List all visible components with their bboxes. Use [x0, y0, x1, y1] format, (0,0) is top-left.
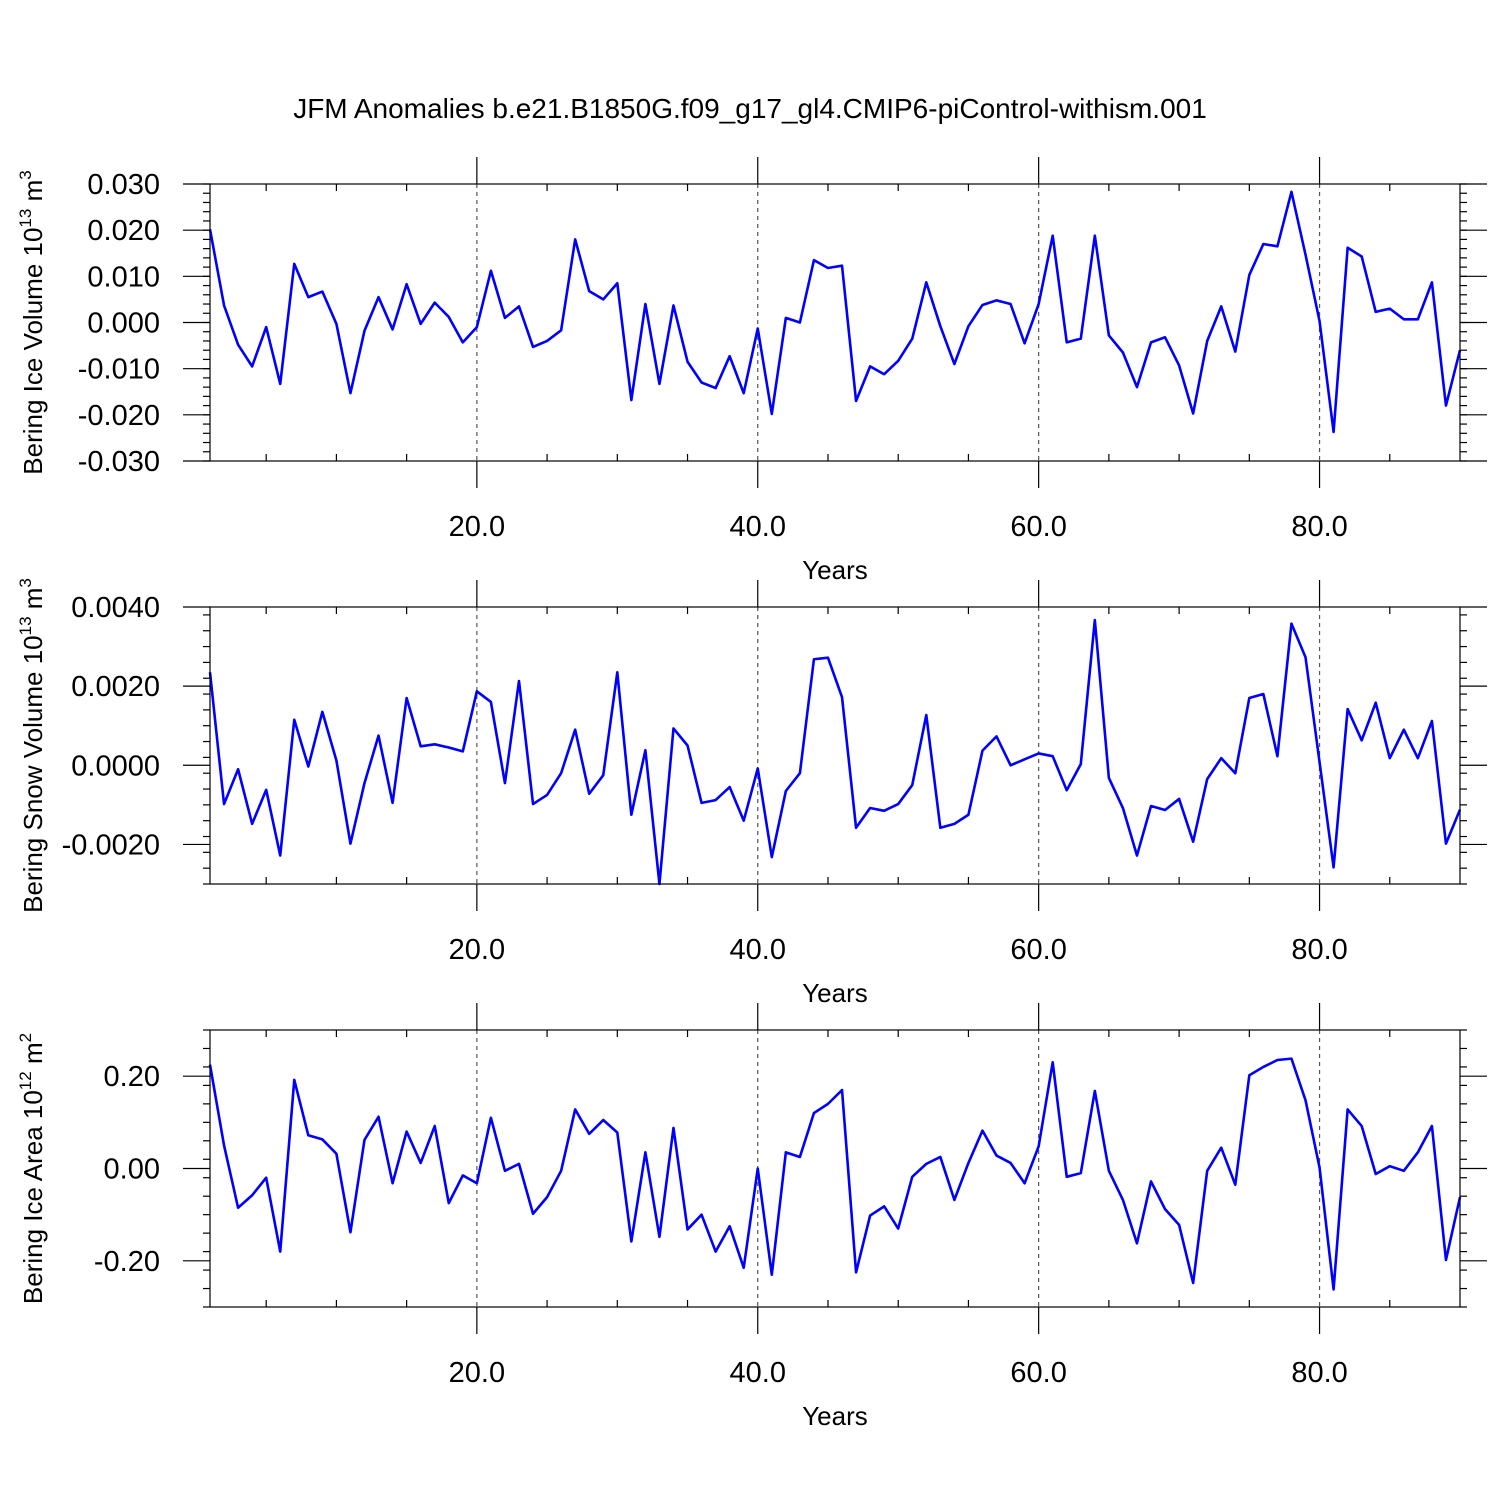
panel-1: 20.0 40.0 60.0 80.0 -0.030 -0.020 -0.010 0.000 0… [16, 157, 1487, 585]
y-axis-label-ylabel: Bering Ice Area 10 [18, 1090, 48, 1304]
x-tick-label: 80.0 [1291, 934, 1347, 966]
y-axis-label-ylabel-unit-sup: 2 [16, 1033, 35, 1042]
figure-title: JFM Anomalies b.e21.B1850G.f09_g17_gl4.C… [293, 93, 1207, 124]
x-tick-label: 40.0 [730, 1357, 786, 1389]
y-axis-label: Bering Ice Volume 1013 m3 [16, 170, 48, 474]
x-axis-label: Years [802, 978, 868, 1008]
y-axis-label: Bering Ice Area 1012 m2 [16, 1033, 48, 1304]
x-tick-label: 20.0 [449, 1357, 505, 1389]
panels: 20.0 40.0 60.0 80.0-0.030-0.020-0.0100.0000… [16, 157, 1487, 1431]
y-tick-label: 0.0040 [71, 592, 160, 624]
y-axis-label-ylabel: Bering Ice Volume 10 [18, 228, 48, 475]
x-tick-label: 80.0 [1291, 1357, 1347, 1389]
y-axis-label-ylabel-unit-sup: 3 [16, 578, 35, 587]
y-tick-label: 0.030 [87, 169, 160, 201]
y-axis-label: Bering Snow Volume 1013 m3 [16, 578, 48, 913]
y-tick-label: -0.010 [78, 354, 160, 386]
y-axis-label-ylabel-sup: 13 [16, 616, 35, 635]
y-tick-label: 0.00 [104, 1154, 160, 1186]
plot-frame [209, 606, 1461, 885]
x-tick-label: 40.0 [730, 511, 786, 543]
series-line-3 [208, 1057, 1462, 1291]
y-tick-label: -0.030 [78, 446, 160, 478]
x-tick-label: 60.0 [1010, 934, 1066, 966]
series-line-2 [208, 618, 1462, 886]
x-tick-label: 80.0 [1291, 511, 1347, 543]
y-tick-label: 0.0000 [71, 750, 160, 782]
x-tick-label: 60.0 [1010, 1357, 1066, 1389]
x-tick-label: 40.0 [730, 934, 786, 966]
y-tick-label: 0.010 [87, 261, 160, 293]
y-axis-label-ylabel: Bering Snow Volume 10 [18, 635, 48, 913]
y-tick-label: -0.0020 [62, 829, 160, 861]
y-tick-label: -0.20 [94, 1246, 160, 1278]
x-axis-label: Years [802, 1401, 868, 1431]
plot-frame [209, 183, 1461, 462]
y-axis-label-ylabel-sup: 12 [16, 1071, 35, 1090]
y-axis-label-ylabel-unit: m [18, 588, 48, 617]
y-axis-label-ylabel-unit: m [18, 1042, 48, 1071]
x-tick-label: 20.0 [449, 511, 505, 543]
series-line-1 [208, 190, 1462, 434]
x-tick-label: 60.0 [1010, 511, 1066, 543]
x-tick-label: 20.0 [449, 934, 505, 966]
plot-frame [209, 1029, 1461, 1308]
y-tick-label: 0.20 [104, 1061, 160, 1093]
x-axis-label: Years [802, 555, 868, 585]
y-tick-label: 0.0020 [71, 671, 160, 703]
y-tick-label: 0.000 [87, 308, 160, 340]
y-axis-label-ylabel-sup: 13 [16, 209, 35, 228]
y-axis-label-ylabel-unit-sup: 3 [16, 170, 35, 179]
y-axis-label-ylabel-unit: m [18, 180, 48, 209]
y-tick-label: -0.020 [78, 400, 160, 432]
y-tick-label: 0.020 [87, 215, 160, 247]
panel-3: 20.0 40.0 60.0 80.0 -0.20 0.00 0.20 Years Bering… [16, 1003, 1487, 1431]
panel-2: 20.0 40.0 60.0 80.0 -0.0020 0.0000 0.0020 0.004… [16, 578, 1487, 1008]
